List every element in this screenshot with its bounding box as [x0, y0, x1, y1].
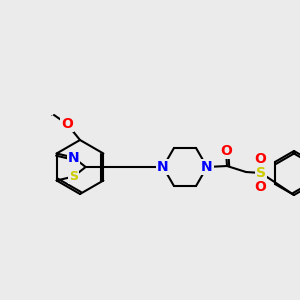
Text: S: S [256, 166, 266, 180]
Text: N: N [201, 160, 213, 174]
Text: O: O [220, 144, 232, 158]
Text: O: O [61, 117, 73, 131]
Text: O: O [254, 180, 266, 194]
Text: S: S [69, 170, 78, 183]
Text: methoxy: methoxy [51, 114, 57, 116]
Text: N: N [157, 160, 169, 174]
Text: O: O [254, 152, 266, 166]
Text: N: N [68, 151, 80, 164]
